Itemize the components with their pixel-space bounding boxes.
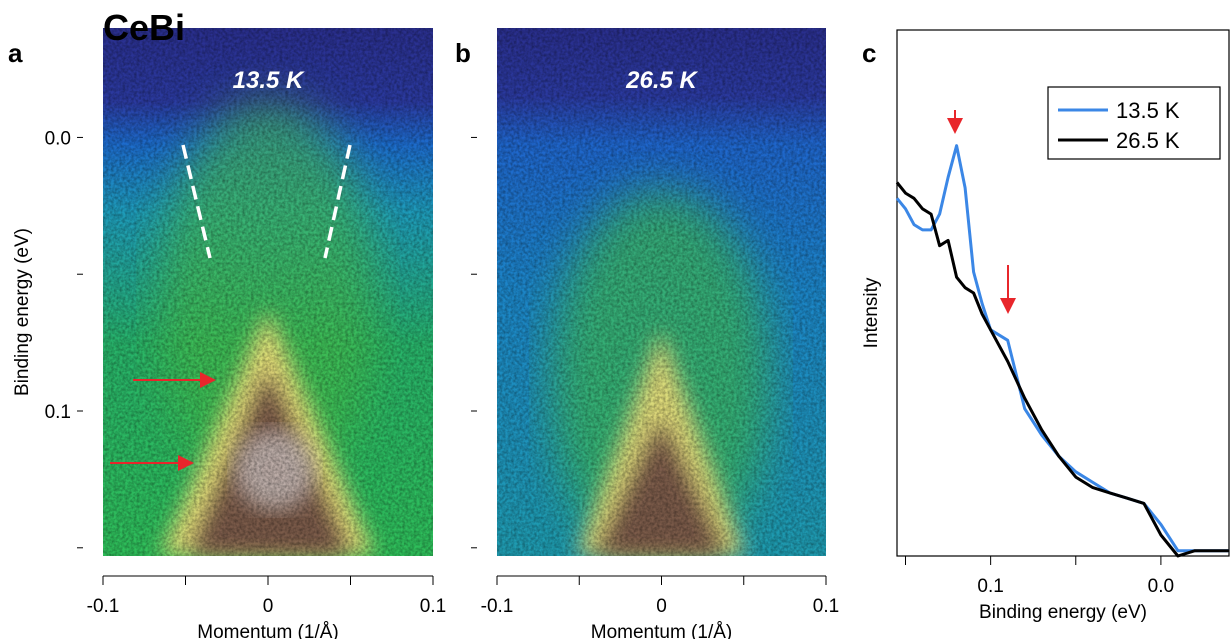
legend-label: 26.5 K bbox=[1116, 128, 1180, 153]
x-tick-label: 0.1 bbox=[977, 576, 1003, 597]
y-tick-label: 0.1 bbox=[45, 402, 71, 423]
spectrum-image bbox=[497, 28, 826, 556]
x-axis-label: Momentum (1/Å) bbox=[197, 622, 338, 639]
y-axis-label: Binding energy (eV) bbox=[12, 228, 33, 396]
x-tick-label: 0.1 bbox=[420, 596, 446, 617]
spectrum-image bbox=[103, 28, 433, 556]
x-tick-label: 0 bbox=[656, 596, 667, 617]
legend-label: 13.5 K bbox=[1116, 98, 1180, 123]
x-axis-label: Binding energy (eV) bbox=[979, 602, 1147, 623]
panel-title: 26.5 K bbox=[625, 67, 698, 94]
x-tick-label: 0.1 bbox=[813, 596, 839, 617]
plot-frame bbox=[896, 29, 1230, 557]
x-tick-label: -0.1 bbox=[481, 596, 514, 617]
line-series bbox=[895, 144, 1229, 553]
x-tick-label: -0.1 bbox=[87, 596, 120, 617]
x-axis-label: Momentum (1/Å) bbox=[591, 622, 732, 639]
y-tick-label: 0.0 bbox=[45, 128, 71, 149]
panel-title: 13.5 K bbox=[233, 67, 305, 94]
x-tick-label: 0 bbox=[263, 596, 274, 617]
dispersion-guide bbox=[323, 144, 352, 259]
dispersion-guide bbox=[181, 144, 212, 259]
annotations bbox=[110, 110, 1016, 471]
panel-label: c bbox=[862, 38, 876, 68]
legend bbox=[1047, 86, 1221, 160]
panel-label: a bbox=[8, 38, 23, 68]
x-tick-label: 0.0 bbox=[1148, 576, 1174, 597]
line-series bbox=[895, 181, 1229, 558]
y-axis-label: Intensity bbox=[861, 277, 882, 348]
figure-title: CeBi bbox=[103, 7, 185, 48]
panel-label: b bbox=[455, 38, 471, 68]
